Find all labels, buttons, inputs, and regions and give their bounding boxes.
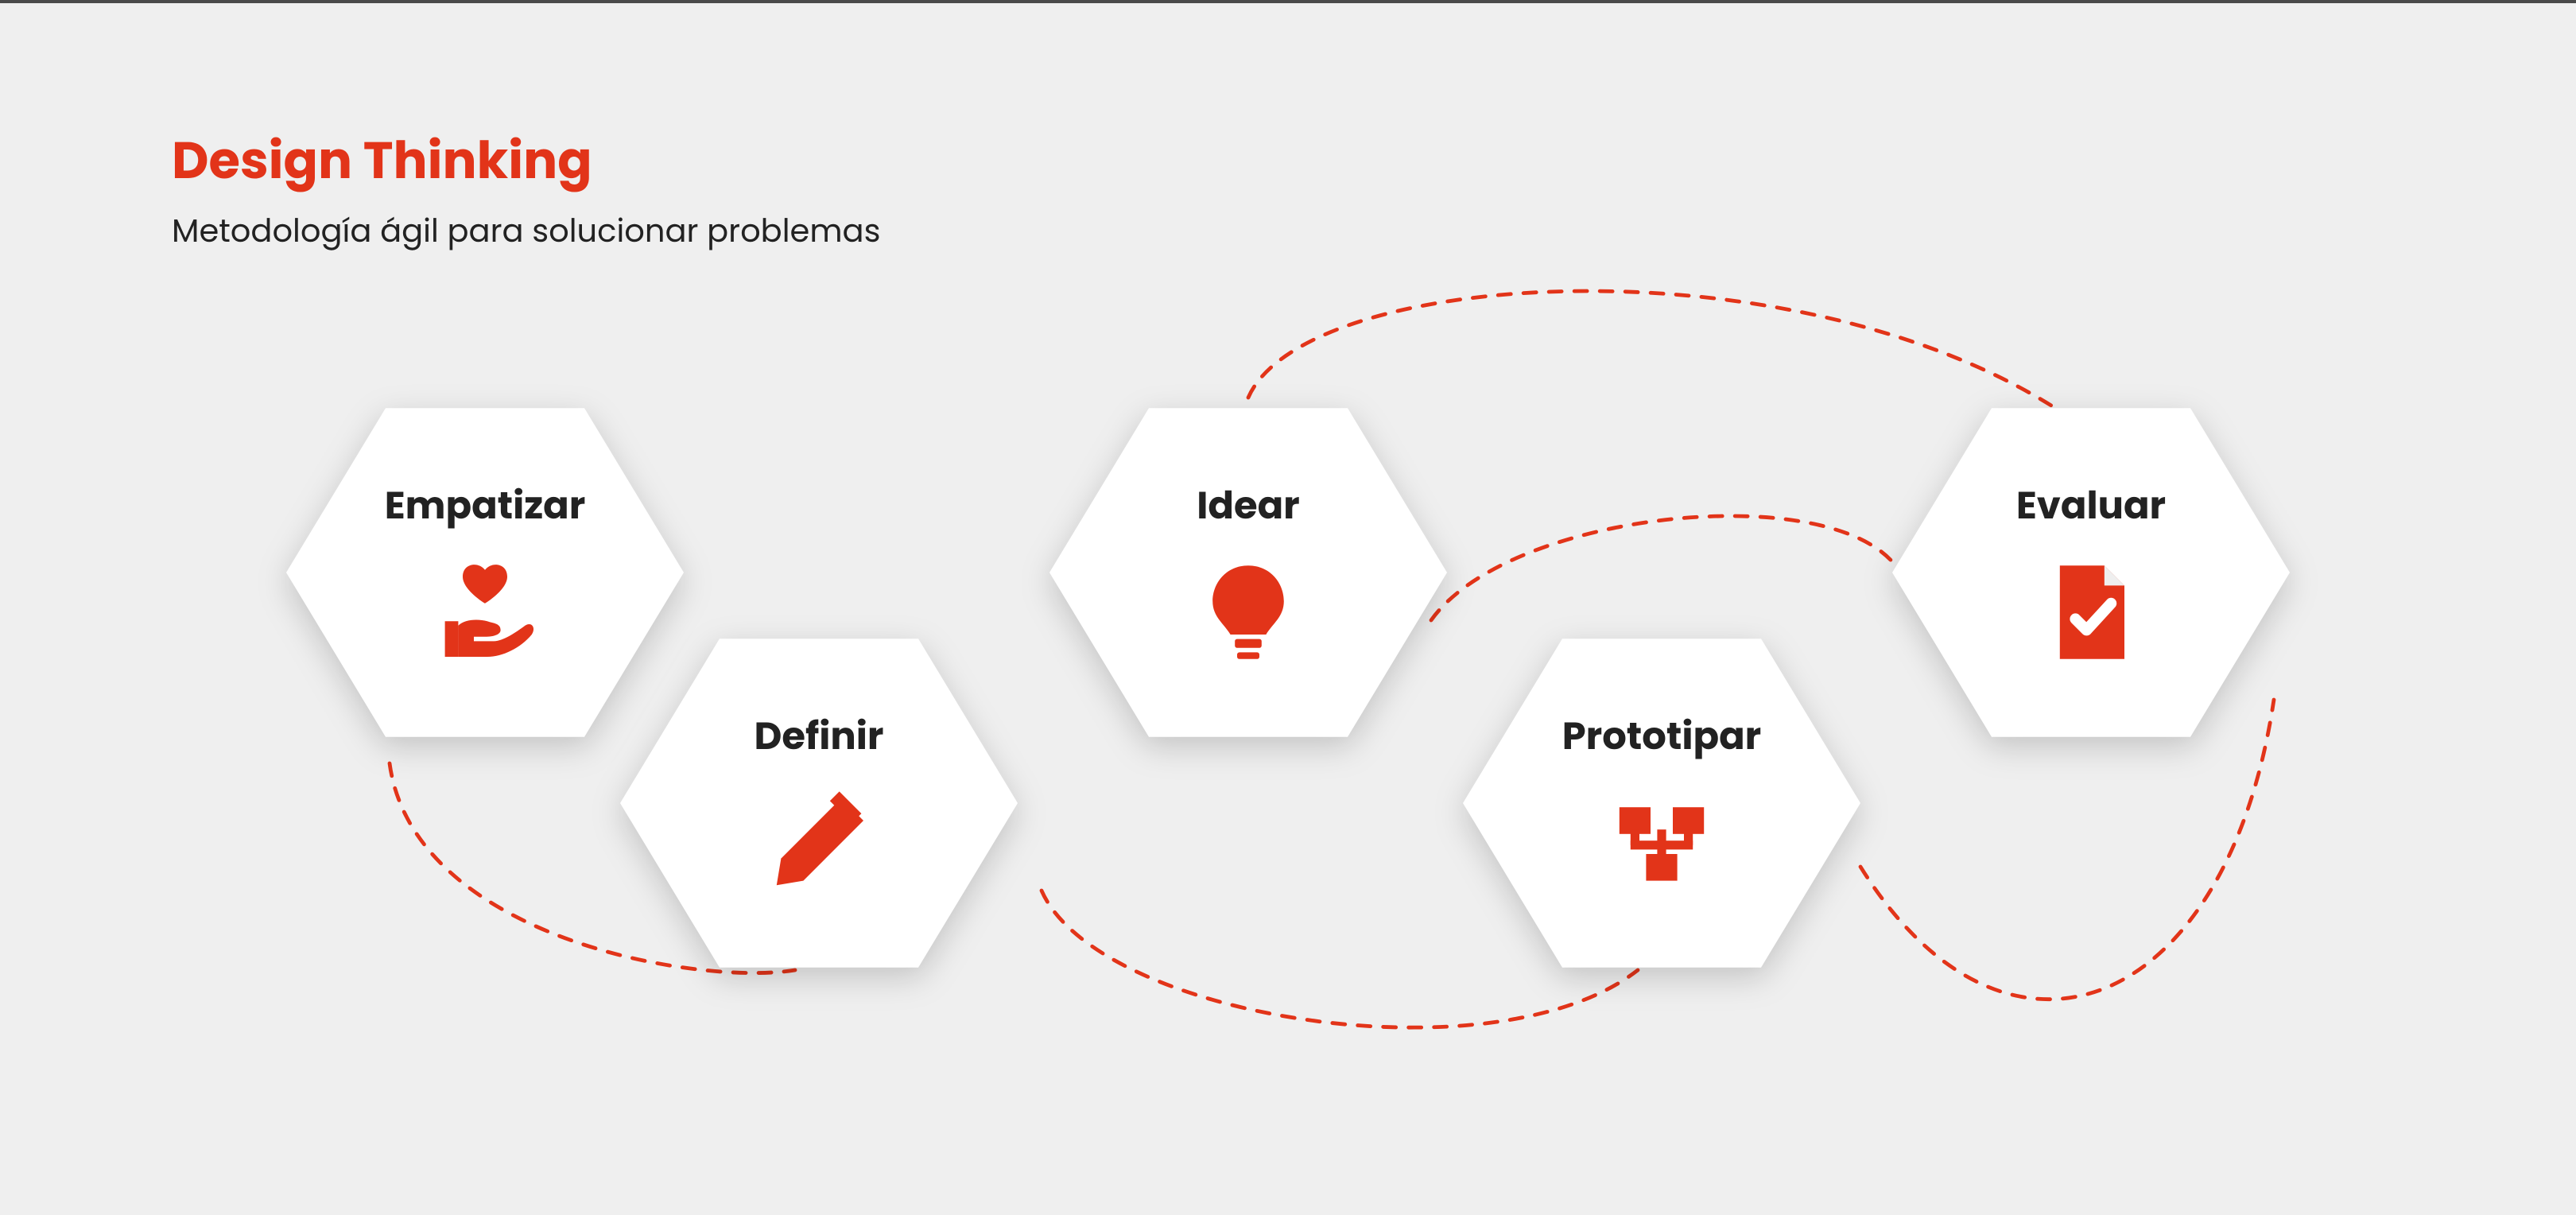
hex-label: Prototipar (1562, 708, 1762, 764)
hex-content: Evaluar (1892, 398, 2290, 747)
page-title: Design Thinking (172, 124, 592, 200)
hex-evaluar: Evaluar (1892, 398, 2290, 747)
blocks-icon (1606, 786, 1717, 898)
heart-hand-icon (429, 556, 541, 667)
lightbulb-icon (1193, 556, 1304, 667)
hex-label: Idear (1197, 478, 1299, 534)
hex-label: Evaluar (2016, 478, 2166, 534)
hex-definir: Definir (620, 628, 1018, 978)
hex-idear: Idear (1049, 398, 1447, 747)
page-subtitle: Metodología ágil para solucionar problem… (172, 207, 881, 254)
file-check-icon (2035, 556, 2147, 667)
hex-prototipar: Prototipar (1463, 628, 1860, 978)
diagram-canvas: Design Thinking Metodología ágil para so… (0, 0, 2576, 1215)
hex-label: Definir (755, 708, 884, 764)
hex-content: Prototipar (1463, 628, 1860, 978)
hex-content: Idear (1049, 398, 1447, 747)
hex-content: Definir (620, 628, 1018, 978)
hex-label: Empatizar (385, 478, 586, 534)
pencil-icon (763, 786, 875, 898)
